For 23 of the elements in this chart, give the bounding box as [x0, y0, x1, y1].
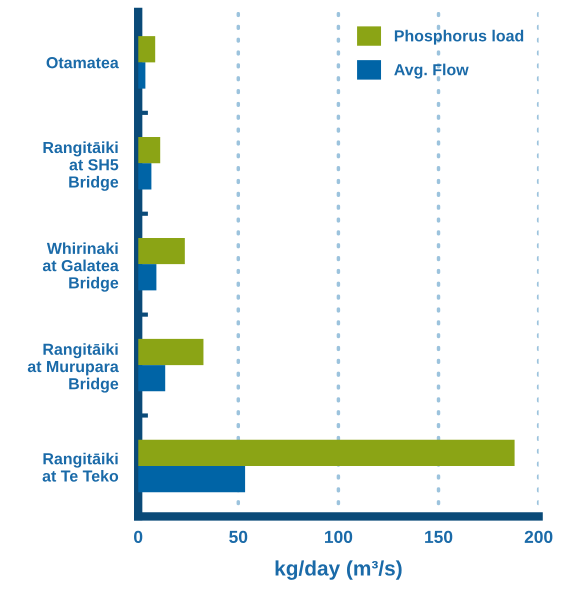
y-tick-label: Rangitāiki at SH5 Bridge — [43, 141, 118, 191]
bar — [138, 338, 204, 366]
x-tick-label: 50 — [229, 530, 248, 544]
y-tick-label: Otamatea — [46, 57, 119, 68]
x-tick-label: 200 — [524, 530, 552, 544]
x-tick-label: 0 — [134, 530, 142, 544]
x-axis-title: kg/day (m³/s) — [276, 560, 402, 580]
bar — [138, 238, 185, 264]
x-tick-label: 150 — [425, 530, 452, 544]
bar — [138, 440, 515, 466]
legend-label: Phosphorus load — [394, 30, 524, 45]
bar — [138, 365, 166, 392]
y-tick-label: Whirinaki at Galatea Bridge — [42, 242, 119, 292]
bar — [138, 36, 156, 62]
bar — [138, 137, 160, 164]
legend-label: Avg. Flow — [394, 64, 469, 79]
y-tick-label: Rangitāiki at Te Teko — [42, 452, 118, 482]
y-tick-label: Rangitāiki at Murupara Bridge — [28, 343, 119, 393]
bar — [138, 62, 146, 89]
bar — [138, 466, 246, 492]
x-tick-label: 100 — [325, 530, 352, 544]
bar — [138, 264, 156, 290]
bar — [138, 163, 152, 190]
